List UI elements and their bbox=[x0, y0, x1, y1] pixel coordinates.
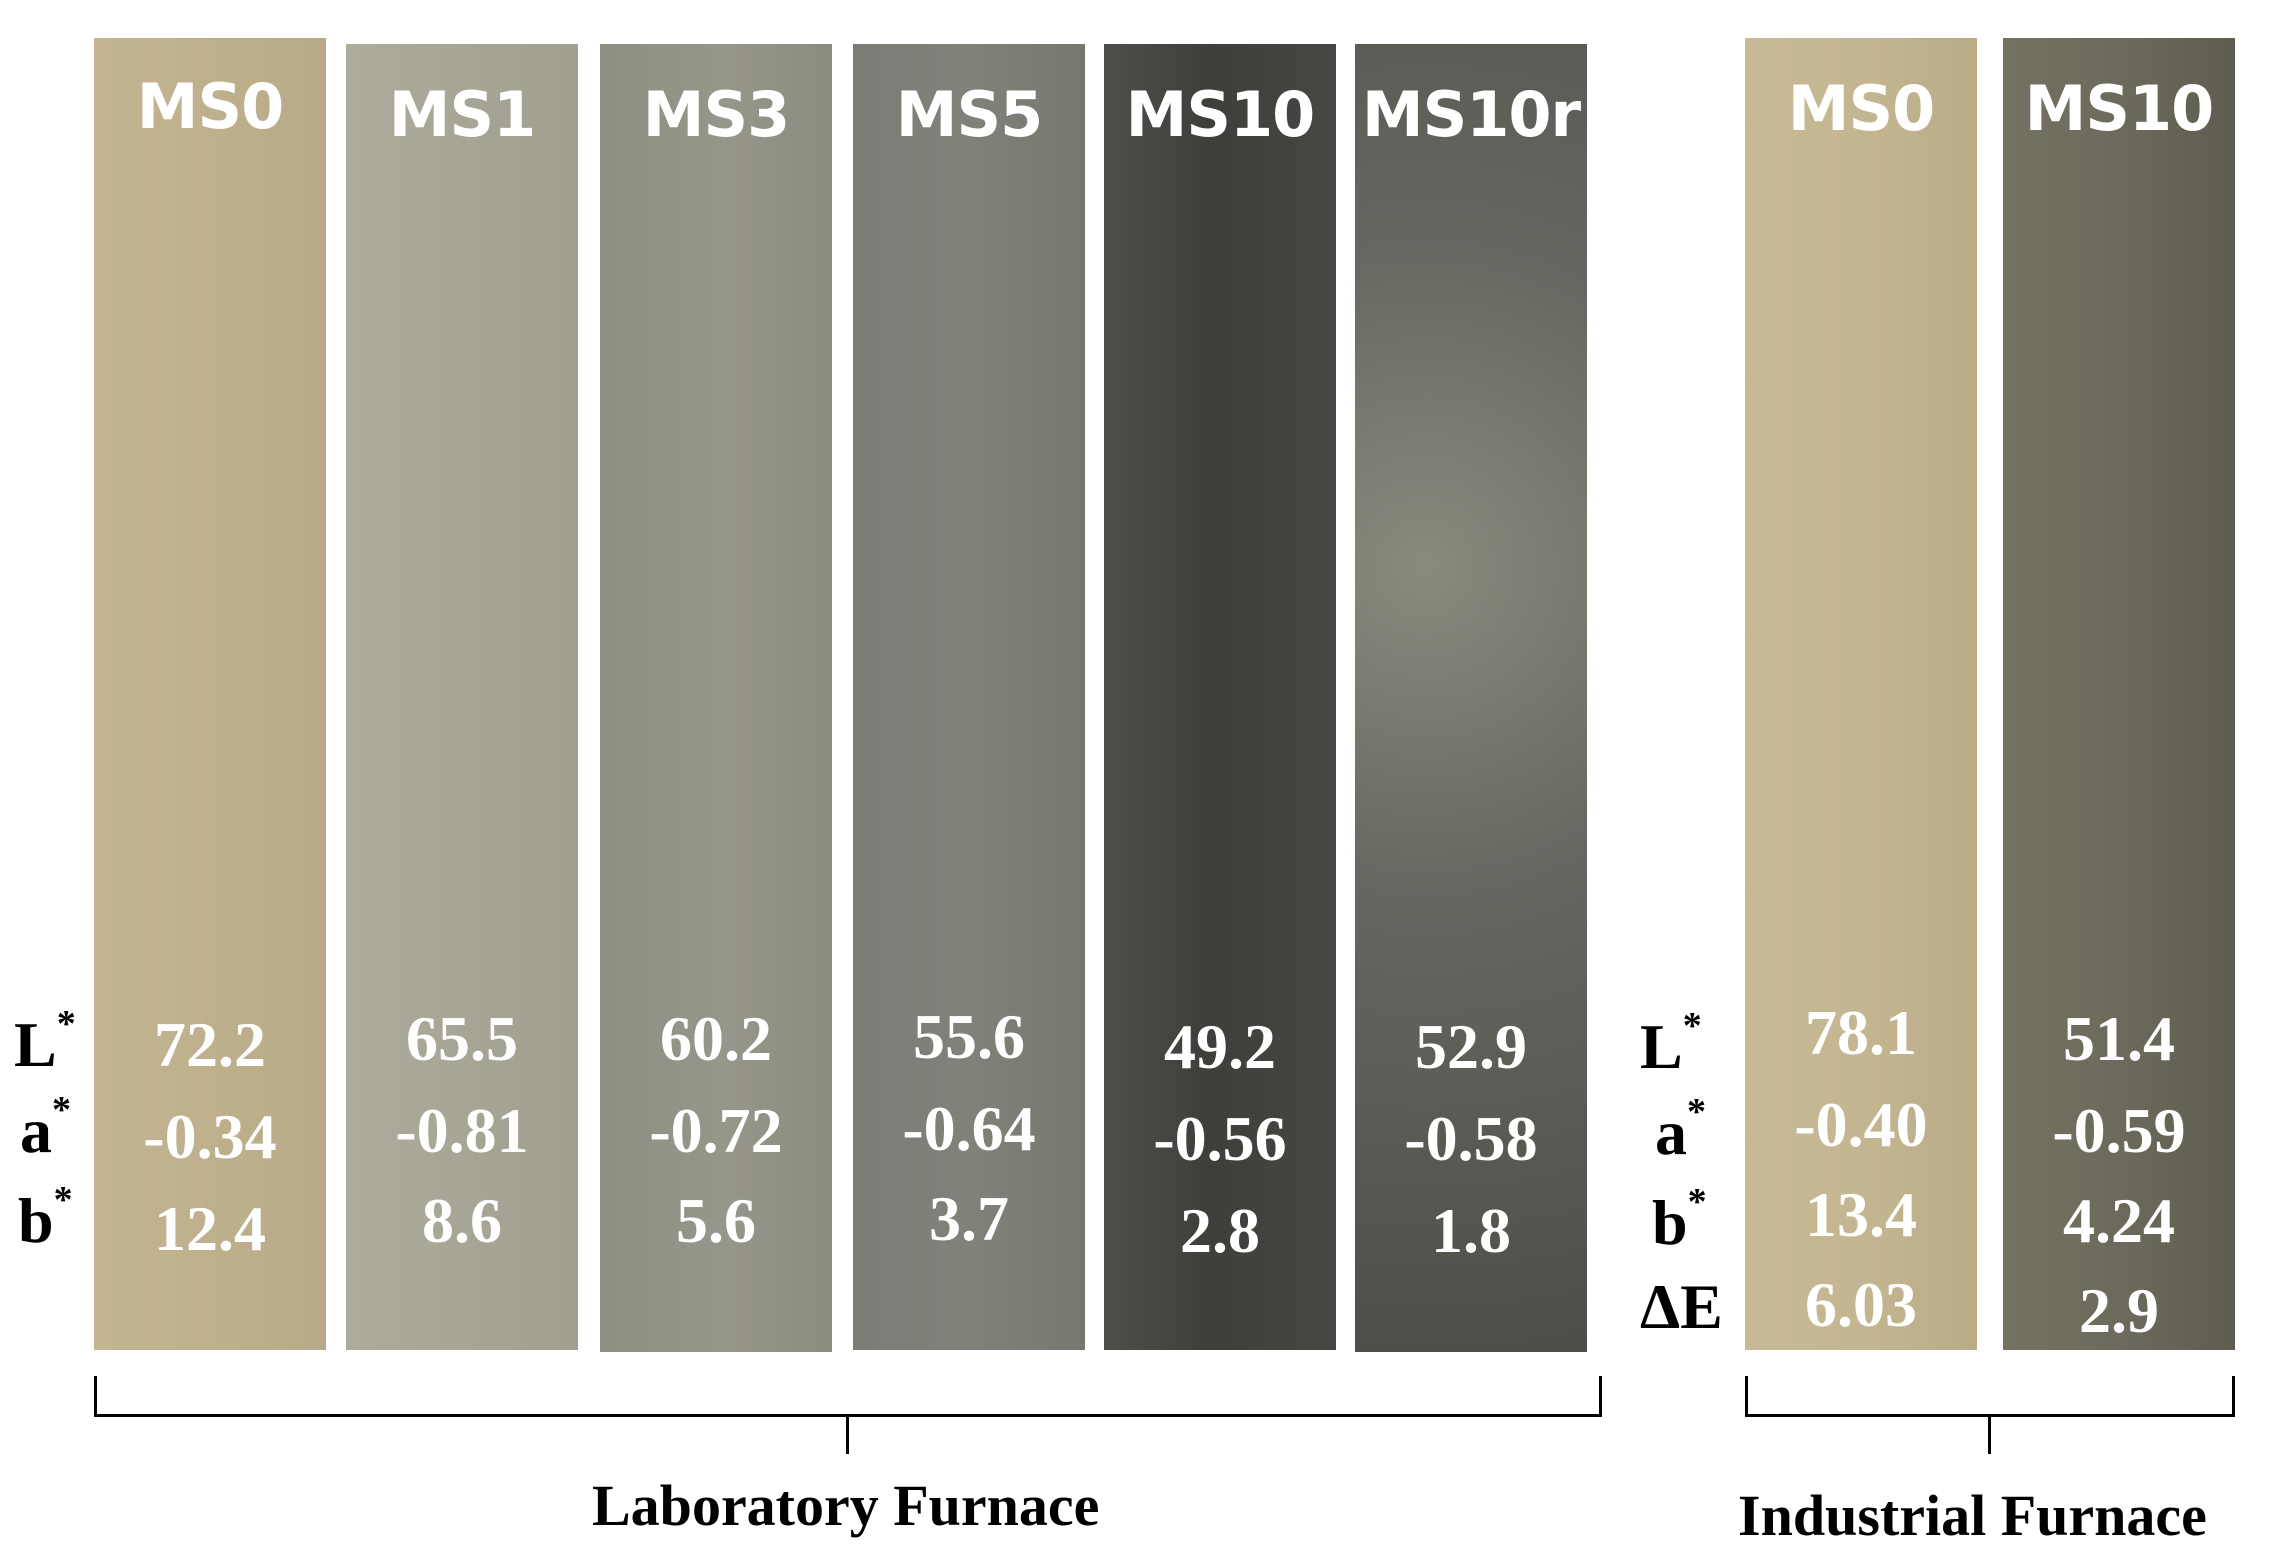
de-value: 2.9 bbox=[2079, 1275, 2159, 1346]
ind-bracket-center-tick bbox=[1988, 1414, 1991, 1454]
sample-name: MS0 bbox=[136, 70, 285, 143]
lab-strip-ms10: MS10 49.2 -0.56 2.8 bbox=[1104, 44, 1336, 1350]
a-value: -0.72 bbox=[649, 1095, 783, 1166]
lab-bracket-left-tick bbox=[94, 1376, 97, 1417]
a-value: -0.64 bbox=[902, 1093, 1036, 1164]
lab-strip-ms0: MS0 72.2 -0.34 12.4 bbox=[94, 38, 326, 1350]
l-value: 60.2 bbox=[660, 1003, 772, 1074]
b-value: 5.6 bbox=[676, 1185, 756, 1256]
ind-label-de: ΔE bbox=[1640, 1271, 1723, 1342]
lab-bracket-center-tick bbox=[846, 1414, 849, 1454]
l-value: 78.1 bbox=[1805, 997, 1917, 1068]
industrial-furnace-label: Industrial Furnace bbox=[1738, 1483, 2207, 1548]
ind-label-a: a* bbox=[1655, 1091, 1706, 1168]
a-value: -0.34 bbox=[143, 1101, 277, 1172]
l-value: 49.2 bbox=[1164, 1011, 1276, 1082]
lab-strip-ms5: MS5 55.6 -0.64 3.7 bbox=[853, 44, 1085, 1350]
ind-strip-ms10: MS10 51.4 -0.59 4.24 2.9 bbox=[2003, 38, 2235, 1350]
b-value: 4.24 bbox=[2063, 1185, 2175, 1256]
a-value: -0.81 bbox=[395, 1095, 529, 1166]
b-value: 12.4 bbox=[154, 1193, 266, 1264]
b-value: 13.4 bbox=[1805, 1179, 1917, 1250]
lab-strip-ms3: MS3 60.2 -0.72 5.6 bbox=[600, 44, 832, 1352]
laboratory-furnace-label: Laboratory Furnace bbox=[592, 1473, 1100, 1538]
b-value: 8.6 bbox=[422, 1185, 502, 1256]
a-value: -0.56 bbox=[1153, 1103, 1287, 1174]
a-value: -0.40 bbox=[1794, 1089, 1928, 1160]
ind-bracket-right-tick bbox=[2232, 1376, 2235, 1417]
a-value: -0.59 bbox=[2052, 1095, 2186, 1166]
lab-strip-ms1: MS1 65.5 -0.81 8.6 bbox=[346, 44, 578, 1350]
a-value: -0.58 bbox=[1404, 1103, 1538, 1174]
lab-label-l: L* bbox=[14, 1003, 76, 1080]
l-value: 51.4 bbox=[2063, 1003, 2175, 1074]
b-value: 2.8 bbox=[1180, 1195, 1260, 1266]
sample-name: MS10 bbox=[2024, 72, 2215, 145]
de-value: 6.03 bbox=[1805, 1269, 1917, 1340]
sample-name: MS10r bbox=[1361, 78, 1581, 151]
sample-name: MS10 bbox=[1125, 78, 1316, 151]
sample-name: MS5 bbox=[895, 78, 1044, 151]
ind-label-b: b* bbox=[1652, 1181, 1707, 1258]
l-value: 52.9 bbox=[1415, 1011, 1527, 1082]
lab-bracket-right-tick bbox=[1599, 1376, 1602, 1417]
b-value: 3.7 bbox=[929, 1183, 1009, 1254]
ind-label-l: L* bbox=[1640, 1005, 1702, 1082]
lab-label-b: b* bbox=[18, 1179, 73, 1256]
lab-label-a: a* bbox=[20, 1089, 71, 1166]
l-value: 65.5 bbox=[406, 1003, 518, 1074]
sample-name: MS1 bbox=[388, 78, 537, 151]
lab-strip-ms10r: MS10r 52.9 -0.58 1.8 bbox=[1355, 44, 1587, 1352]
ind-strip-ms0: MS0 78.1 -0.40 13.4 6.03 bbox=[1745, 38, 1977, 1350]
ind-bracket-left-tick bbox=[1745, 1376, 1748, 1417]
l-value: 72.2 bbox=[154, 1009, 266, 1080]
l-value: 55.6 bbox=[913, 1001, 1025, 1072]
b-value: 1.8 bbox=[1431, 1195, 1511, 1266]
sample-name: MS3 bbox=[642, 78, 791, 151]
sample-name: MS0 bbox=[1787, 72, 1936, 145]
